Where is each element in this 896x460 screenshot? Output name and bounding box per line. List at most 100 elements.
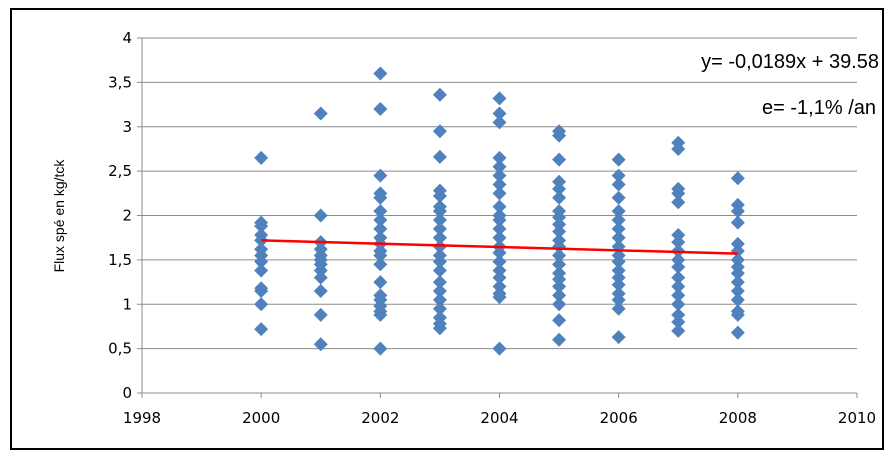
data-point [373,275,388,290]
data-point [671,186,686,201]
data-point [671,288,686,303]
y-tick-label: 3 [122,118,132,136]
data-point [552,248,567,263]
data-point [373,204,388,219]
data-point [432,263,447,278]
data-point [552,174,567,189]
data-point [492,254,507,269]
axes [137,37,858,398]
data-point [492,177,507,192]
x-tick-label: 2010 [838,409,876,427]
data-point [492,115,507,130]
data-points [254,66,745,356]
data-point [611,190,626,205]
data-point [492,221,507,236]
growth-rate-annotation: e= -1,1% /an [762,97,876,119]
data-point [671,279,686,294]
data-point [492,186,507,201]
y-tick-label: 0,5 [108,340,132,358]
data-point [492,279,507,294]
y-tick-label: 0 [122,384,132,402]
data-point [432,212,447,227]
data-point [730,215,745,230]
data-point [492,159,507,174]
data-point [611,277,626,292]
data-point [373,168,388,183]
data-point [313,337,328,352]
data-point [432,230,447,245]
data-point [492,341,507,356]
x-tick-label: 2008 [719,409,757,427]
data-point [552,288,567,303]
data-point [671,259,686,274]
data-point [611,177,626,192]
x-tick-label: 2004 [480,409,518,427]
y-tick-labels: 0 0,5 1 1,5 2 2,5 3 3,5 4 [108,29,132,402]
data-point [313,106,328,121]
data-point [730,325,745,340]
data-point [492,270,507,285]
data-point [313,263,328,278]
data-point [492,245,507,260]
data-point [552,297,567,312]
data-point [492,199,507,214]
data-point [730,266,745,281]
data-point [373,102,388,116]
y-tick-label: 2 [122,207,132,225]
data-point [313,307,328,322]
data-point [730,236,745,251]
data-point [552,190,567,205]
data-point [373,66,388,81]
data-point [730,275,745,290]
data-point [552,332,567,347]
data-point [611,330,626,345]
data-point [492,212,507,227]
data-point [432,87,447,102]
data-point [492,106,507,121]
data-point [254,219,269,234]
y-tick-label: 1,5 [108,251,132,269]
data-point [611,212,626,227]
data-point [730,292,745,307]
data-point [671,141,686,156]
y-tick-label: 3,5 [108,73,132,91]
x-tick-label: 2000 [242,409,280,427]
x-tick-label: 2002 [361,409,399,427]
data-point [671,297,686,312]
data-point [730,252,745,267]
data-point [313,283,328,298]
data-point [313,208,328,223]
data-point [432,283,447,298]
data-point [432,221,447,236]
y-tick-label: 1 [122,295,132,313]
data-point [432,292,447,307]
data-point [611,152,626,167]
data-point [552,257,567,272]
data-point [552,152,567,167]
data-point [432,124,447,139]
data-point [552,313,567,328]
data-point [552,128,567,143]
data-point [611,270,626,285]
data-point [373,212,388,227]
data-point [492,91,507,106]
data-point [730,283,745,298]
data-point [492,263,507,278]
data-point [254,322,269,337]
y-axis-label: Flux spé en kg/tck [51,159,67,273]
data-point [432,301,447,316]
y-tick-label: 2,5 [108,162,132,180]
data-point [552,210,567,225]
data-point [671,315,686,329]
data-point [671,270,686,285]
data-point [373,341,388,356]
data-point [373,307,388,322]
data-point [730,171,745,186]
data-point [492,290,507,305]
data-point [254,297,269,312]
data-point [552,239,567,254]
data-point [373,248,388,263]
trendline [261,239,738,255]
data-point [432,188,447,203]
data-point [671,228,686,243]
